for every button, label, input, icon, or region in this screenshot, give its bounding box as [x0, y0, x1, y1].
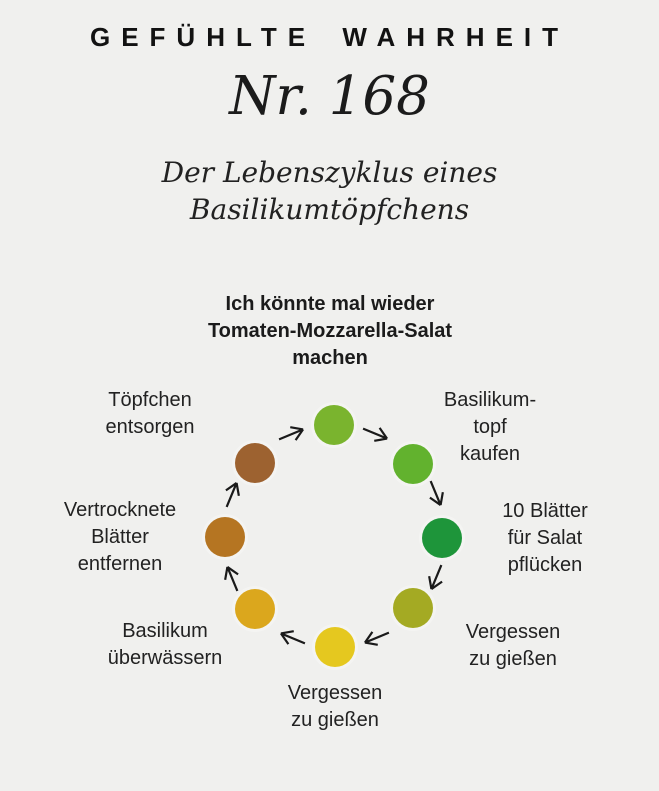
arrow-icon [272, 621, 312, 654]
series-title: GEFÜHLTE WAHRHEIT [89, 22, 570, 52]
issue-number: Nr. 168 [229, 66, 430, 127]
cycle-dot-salad-thought [314, 405, 354, 445]
cycle-dot-buy-basil-pot [393, 444, 433, 484]
cycle-dot-forget-watering-1 [393, 588, 433, 628]
cycle-label-remove-dry-leaves: Vertrocknete Blätter entfernen [63, 498, 177, 575]
cycle-label-forget-watering-1: Vergessen zu gießen [465, 621, 561, 670]
cycle-label-pluck-leaves: 10 Blätter für Salat pflücken [502, 499, 588, 576]
cycle-label-buy-basil-pot: Basilikum- topf kaufen [443, 388, 537, 465]
cycle-dot-forget-watering-2 [315, 627, 355, 667]
arrow-icon [215, 474, 248, 514]
arrow-icon [272, 417, 312, 450]
cycle-dot-discard-pot [235, 443, 275, 483]
cycle-dot-remove-dry-leaves [205, 517, 245, 557]
arrow-icon [419, 558, 452, 598]
cycle-label-salad-thought: Ich könnte mal wieder Tomaten-Mozzarella… [207, 292, 453, 369]
cycle-label-forget-watering-2: Vergessen zu gießen [287, 682, 383, 731]
cycle-label-overwater: Basilikum überwässern [107, 620, 223, 669]
arrow-icon [356, 621, 396, 654]
cycle-dot-pluck-leaves [422, 518, 462, 558]
arrow-icon [215, 558, 248, 598]
cycle-label-discard-pot: Töpfchen entsorgen [105, 389, 195, 438]
arrow-icon [419, 474, 452, 514]
subtitle: Der Lebenszyklus eines Basilikumtöpfchen… [161, 156, 498, 226]
arrow-icon [356, 417, 396, 450]
cycle-dot-overwater [235, 589, 275, 629]
